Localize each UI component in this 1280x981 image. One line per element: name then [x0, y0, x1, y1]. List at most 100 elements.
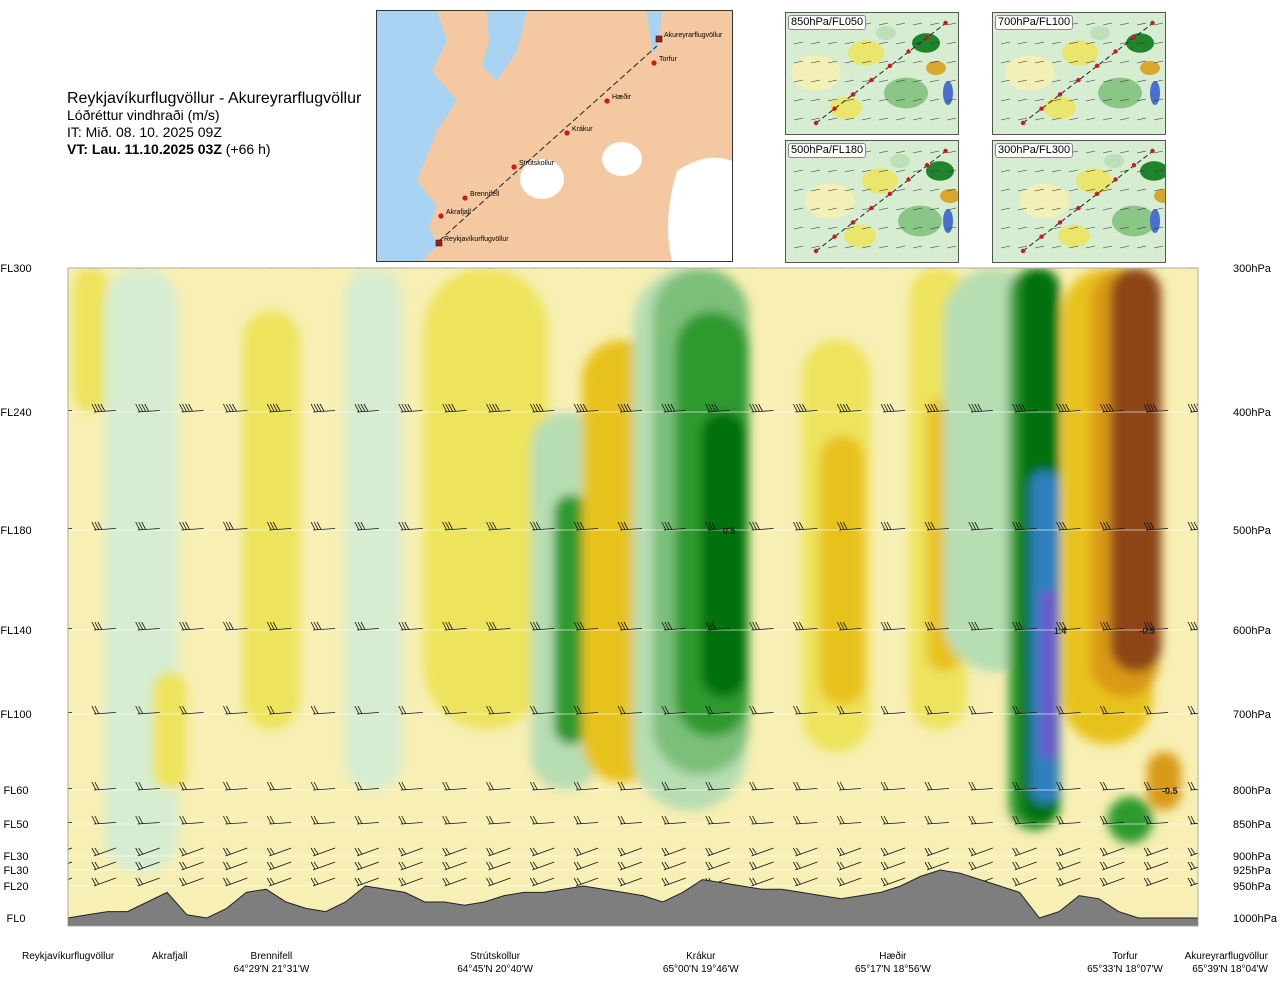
- level-map-field: [940, 189, 958, 203]
- level-map-wind-barb: [844, 188, 855, 192]
- wind-barb: [1099, 877, 1125, 887]
- wind-barb: [749, 877, 774, 887]
- wind-barb: [573, 621, 599, 631]
- wind-barb: [705, 403, 730, 413]
- level-map-wind-barb: [1017, 60, 1028, 64]
- wind-barb: [91, 847, 116, 857]
- wind-barb: [354, 781, 379, 791]
- level-map-wind-barb: [1051, 117, 1062, 121]
- wind-barb: [266, 705, 292, 715]
- level-map-wind-barb: [1136, 245, 1147, 249]
- wind-barb: [836, 877, 862, 887]
- level-map-wind-barb: [1000, 245, 1011, 249]
- level-map-wind-barb: [827, 41, 838, 45]
- wind-barb: [663, 268, 670, 269]
- wind-barb: [1056, 815, 1081, 825]
- wind-barb: [1143, 621, 1169, 631]
- level-map-waypoint: [924, 163, 930, 168]
- wind-barb: [576, 268, 583, 269]
- level-map-wind-barb: [1034, 169, 1045, 173]
- level-map-wind-barb: [793, 226, 804, 230]
- level-map-wind-barb: [1051, 245, 1062, 249]
- map-point-label: Krákur: [572, 126, 593, 133]
- level-map-wind-barb: [861, 117, 872, 121]
- wind-barb: [442, 705, 467, 715]
- wind-barb: [749, 621, 774, 631]
- level-map-850-label: 850hPa/FL050: [788, 15, 867, 30]
- level-map-field: [830, 96, 862, 120]
- wind-barb: [91, 521, 116, 531]
- pressure-level-label: 500hPa: [1233, 525, 1272, 537]
- pressure-level-label: 850hPa: [1233, 819, 1272, 831]
- wind-barb: [573, 847, 599, 857]
- level-map-wind-barb: [1102, 150, 1113, 154]
- level-map-field: [1104, 154, 1124, 168]
- flight-level-label: FL100: [0, 709, 31, 721]
- wind-barb: [442, 403, 467, 413]
- level-map-wind-barb: [793, 79, 804, 83]
- wind-barb: [398, 847, 423, 857]
- wind-barb: [529, 521, 555, 531]
- wind-barb: [91, 781, 116, 791]
- wind-barb: [266, 847, 292, 857]
- wind-barb: [1012, 521, 1037, 531]
- level-map-wind-barb: [946, 60, 957, 64]
- level-map-wind-barb: [810, 226, 821, 230]
- level-map-waypoint: [1150, 20, 1155, 26]
- wind-barb: [795, 268, 802, 269]
- level-map-wind-barb: [1034, 60, 1045, 64]
- wind-barb: [135, 861, 160, 871]
- wind-barb: [442, 781, 467, 791]
- level-map-wind-barb: [946, 41, 957, 45]
- wind-barb: [354, 847, 380, 857]
- wind-barb: [1056, 521, 1081, 531]
- level-map-strong-descent: [943, 209, 953, 233]
- wind-barb: [573, 861, 599, 871]
- level-map-850: 850hPa/FL050: [785, 12, 959, 135]
- level-map-wind-barb: [1085, 188, 1096, 192]
- level-map-field: [1140, 161, 1165, 181]
- level-map-wind-barb: [827, 245, 838, 249]
- wind-barb: [48, 260, 72, 268]
- issue-time: IT: Mið. 08. 10. 2025 09Z: [67, 124, 222, 140]
- level-map-wind-barb: [1102, 98, 1113, 102]
- pressure-level-label: 600hPa: [1233, 625, 1272, 637]
- wind-barb: [661, 861, 686, 871]
- wind-barb: [1058, 268, 1065, 269]
- level-map-strong-descent: [943, 81, 953, 105]
- wind-barb: [266, 403, 292, 413]
- level-map-waypoint: [1131, 35, 1137, 40]
- wind-barb: [661, 705, 686, 715]
- wind-barb: [135, 521, 160, 531]
- wind-barb: [1187, 861, 1198, 871]
- wind-barb: [617, 403, 643, 413]
- wind-barb: [1187, 521, 1198, 531]
- wind-barb: [1099, 521, 1125, 531]
- level-map-wind-barb: [1153, 245, 1164, 249]
- wind-barb: [1143, 781, 1169, 791]
- pressure-level-label: 950hPa: [1233, 881, 1272, 893]
- wind-barb: [1099, 621, 1125, 631]
- route-point-coord: 64°45'N 20°40'W: [457, 964, 533, 975]
- level-map-wind-barb: [895, 207, 906, 211]
- wind-barb: [1190, 268, 1196, 269]
- wind-barb: [313, 268, 319, 269]
- level-map-wind-barb: [1000, 79, 1011, 83]
- wind-barb: [486, 815, 511, 825]
- route-point-name: Torfur: [1112, 951, 1138, 962]
- wind-barb: [310, 403, 336, 413]
- valid-time: VT: Lau. 11.10.2025 03Z (+66 h): [67, 141, 361, 158]
- level-map-wind-barb: [929, 22, 940, 26]
- level-map-route: [815, 150, 947, 252]
- level-map-wind-barb: [1051, 188, 1062, 192]
- level-map-wind-barb: [1085, 22, 1096, 26]
- wind-barb: [573, 403, 599, 413]
- wind-barb: [486, 847, 511, 857]
- wind-barb: [924, 403, 949, 413]
- wind-barb: [880, 861, 906, 871]
- wind-barb: [836, 815, 862, 825]
- level-map-wind-barb: [929, 226, 940, 230]
- wind-barb: [135, 781, 160, 791]
- level-map-wind-barb: [1102, 207, 1113, 211]
- level-map-wind-barb: [827, 79, 838, 83]
